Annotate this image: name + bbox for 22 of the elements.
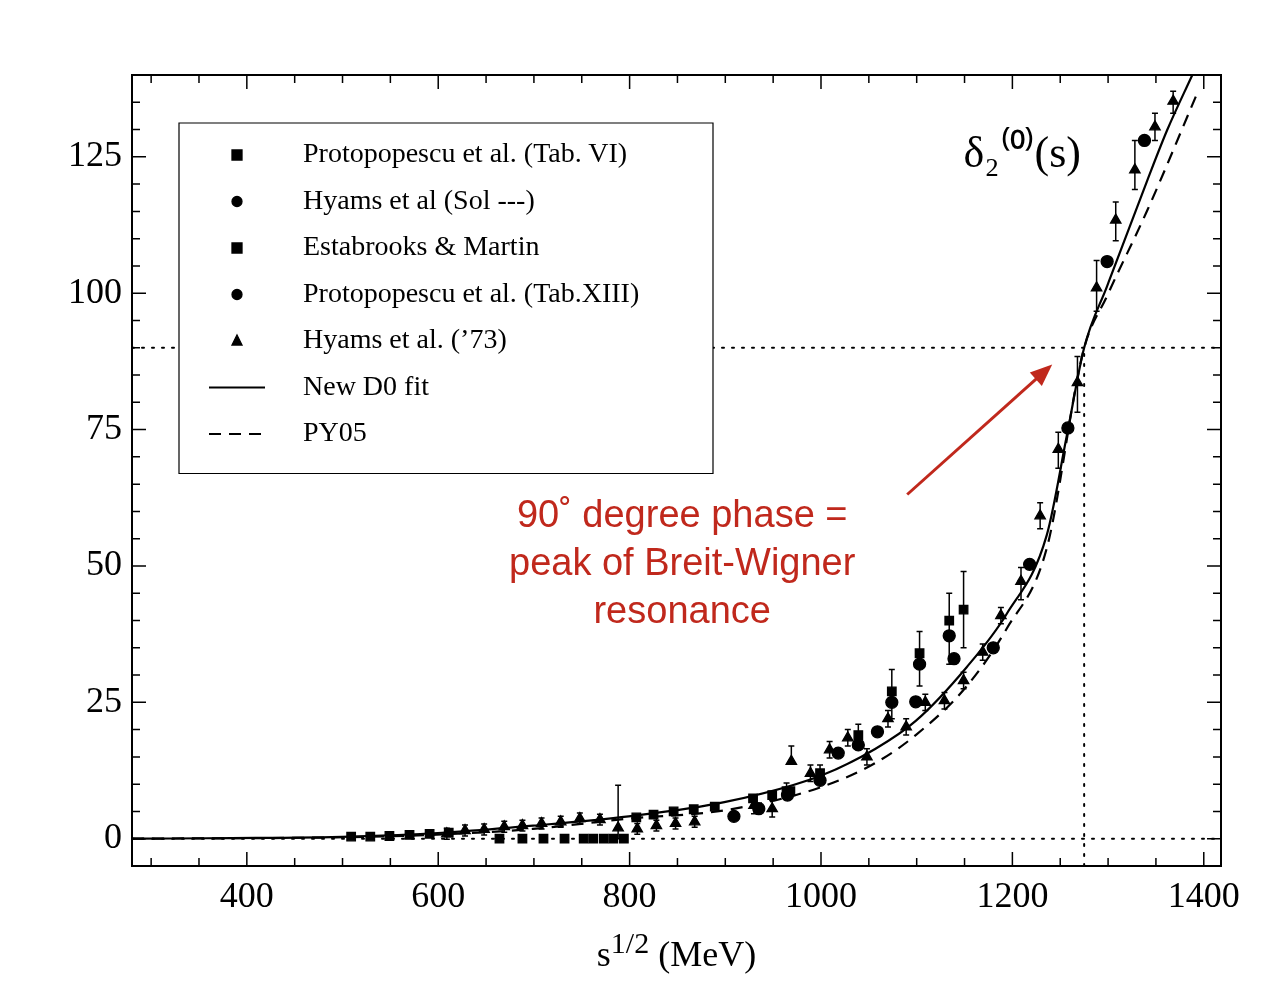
legend-label: Hyams et al (Sol ---) [303,183,535,215]
annotation: δ₂⁽⁰⁾(s) [963,126,1081,177]
legend-label: Estabrooks & Martin [303,230,540,262]
x-tick-label: 1400 [1167,875,1240,916]
x-axis-title: s$^{1/2}$ (MeV) [595,926,758,975]
legend-label: PY05 [303,416,367,448]
annotation: 90˚ degree phase = peak of Breit-Wigner resonance [509,492,856,631]
y-tick-label: 75 [86,407,122,448]
y-tick-label: 100 [68,270,122,311]
y-tick-label: 50 [86,543,122,584]
legend-label: Protopopescu et al. (Tab. VI) [303,137,628,169]
x-tick-label: 800 [602,875,657,916]
y-tick-label: 125 [68,134,122,175]
legend-label: Hyams et al. (’73) [303,323,507,355]
x-tick-label: 1000 [785,875,857,916]
legend-label: New D0 fit [303,369,430,401]
y-tick-label: 25 [86,679,122,720]
x-tick-label: 1200 [976,875,1049,916]
x-tick-label: 600 [411,875,466,916]
legend-label: Protopopescu et al. (Tab.XIII) [303,276,640,308]
y-tick-label: 0 [104,816,122,857]
x-tick-label: 400 [219,875,274,916]
